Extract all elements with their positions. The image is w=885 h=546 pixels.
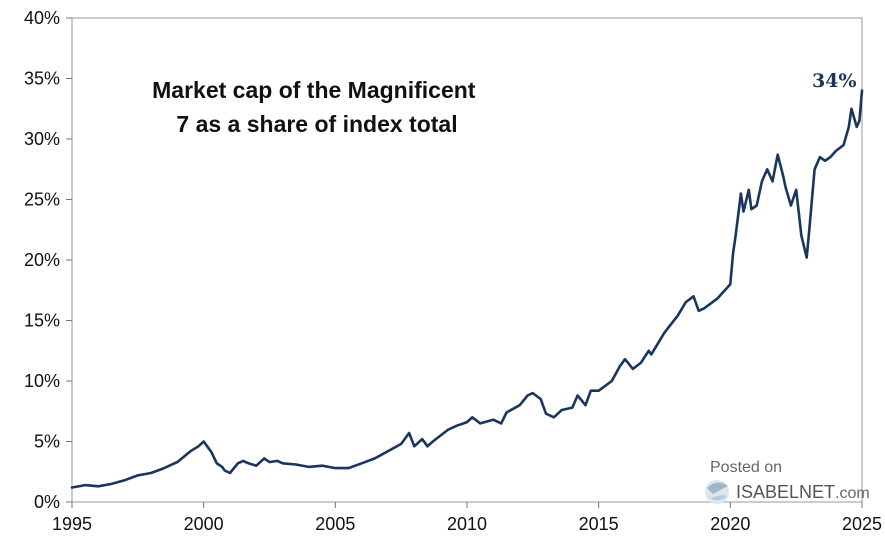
x-tick-label: 2005 xyxy=(315,514,355,534)
y-tick-label: 5% xyxy=(34,432,60,452)
y-tick-label: 15% xyxy=(24,311,60,331)
y-tick-label: 20% xyxy=(24,250,60,270)
x-axis-labels: 1995 2000 2005 2010 2015 2020 2025 xyxy=(52,514,882,534)
y-tick-label: 0% xyxy=(34,492,60,512)
series-group xyxy=(70,89,864,489)
y-axis-labels: 0% 5% 10% 15% 20% 25% 30% 35% 40% xyxy=(24,8,60,512)
watermark-brand: ISABELNET.com xyxy=(736,482,870,502)
y-axis-ticks xyxy=(66,17,72,503)
x-tick-label: 2010 xyxy=(447,514,487,534)
y-tick-label: 30% xyxy=(24,129,60,149)
x-tick-label: 2000 xyxy=(184,514,224,534)
watermark: Posted on ISABELNET.com xyxy=(705,459,870,504)
series-line-0 xyxy=(70,89,864,489)
watermark-posted-on: Posted on xyxy=(710,459,782,476)
y-tick-label: 40% xyxy=(24,8,60,28)
y-tick-label: 10% xyxy=(24,371,60,391)
x-axis-ticks xyxy=(71,502,863,508)
end-value-label: 34% xyxy=(812,70,857,92)
chart-title-line-2: 7 as a share of index total xyxy=(176,111,457,137)
y-tick-label: 35% xyxy=(24,69,60,89)
watermark-brand-suffix: .com xyxy=(835,485,870,502)
x-tick-label: 1995 xyxy=(52,514,92,534)
x-tick-label: 2015 xyxy=(579,514,619,534)
watermark-brand-name: ISABELNET xyxy=(736,482,835,502)
x-tick-label: 2025 xyxy=(842,514,882,534)
x-tick-label: 2020 xyxy=(710,514,750,534)
y-tick-label: 25% xyxy=(24,190,60,210)
chart-title-line-1: Market cap of the Magnificent xyxy=(152,77,476,103)
chart-title: Market cap of the Magnificent 7 as a sha… xyxy=(152,77,482,137)
isabelnet-globe-icon xyxy=(705,480,729,504)
